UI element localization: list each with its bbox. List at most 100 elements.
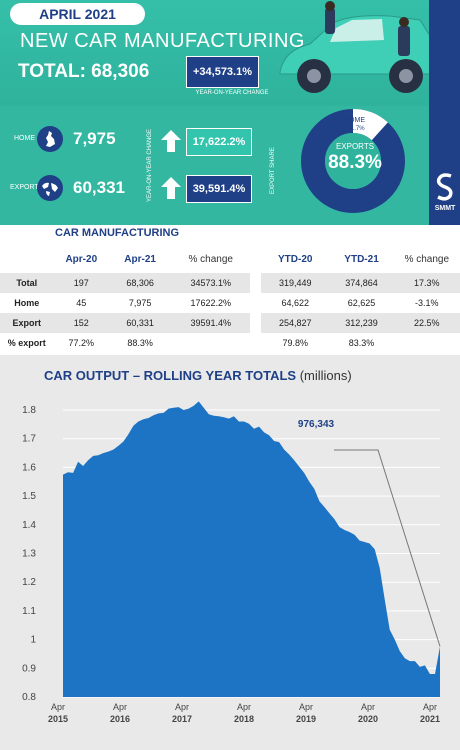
- yoy-change-box: +34,573.1%: [186, 56, 259, 88]
- globe-icon: [37, 175, 63, 201]
- donut-home-segment: [352, 109, 388, 141]
- x-tick-label: Apr 2015: [48, 702, 68, 724]
- export-value: 60,331: [73, 178, 125, 197]
- table-header-cell: % change: [404, 253, 450, 265]
- table-cell: 374,864: [329, 273, 394, 293]
- table-row: Total 197 68,306 34573.1% 319,449 374,86…: [0, 273, 460, 293]
- headline: NEW CAR MANUFACTURING: [20, 30, 305, 52]
- table-cell: 152: [53, 313, 110, 333]
- export-change-box: 39,591.4%: [186, 175, 252, 203]
- donut-exports-value: 88.3%: [328, 152, 382, 173]
- y-tick-label: 1.4: [22, 520, 36, 531]
- table-cell: % export: [7, 338, 46, 348]
- y-tick-label: 1.2: [22, 577, 36, 588]
- table-cell: [171, 333, 250, 353]
- table-cell: 60,331: [109, 313, 172, 333]
- output-area-series: [63, 401, 440, 697]
- donut-exports-label: EXPORTS: [335, 142, 375, 151]
- home-value: 7,975: [73, 129, 116, 148]
- table-cell: -3.1%: [415, 298, 439, 308]
- car-manufacturing-table: Apr-20 Apr-21 % change YTD-20 YTD-21 % c…: [0, 245, 460, 353]
- rolling-year-area-chart: 1.8 1.7 1.6 1.5 1.4 1.3 1.2 1.1 1 0.9 0.8 Apr 2015 A…: [22, 401, 441, 724]
- x-tick-label: Apr 2018: [234, 702, 254, 724]
- table-cell: 83.3%: [348, 338, 375, 348]
- y-tick-label: 1.1: [22, 606, 36, 617]
- smmt-logo-icon: [436, 173, 453, 201]
- annotation-leader-line: [334, 449, 441, 647]
- table-cell: 7,975: [128, 298, 152, 308]
- month-badge: APRIL 2021: [10, 3, 145, 25]
- table-cell: 88.3%: [127, 338, 153, 348]
- table-cell: 312,239: [329, 313, 394, 333]
- y-tick-label: 0.8: [22, 692, 36, 703]
- y-tick-label: 1.6: [22, 462, 36, 473]
- chart-unit-text: (millions): [299, 368, 352, 383]
- table-separator: [250, 245, 261, 273]
- chart-title: CAR OUTPUT – ROLLING YEAR TOTALS (millio…: [44, 368, 352, 383]
- table-header-cell: [0, 245, 53, 273]
- home-up-arrow-icon: [161, 130, 181, 152]
- table-cell: [394, 333, 460, 353]
- donut-home-label: HOME: [344, 117, 365, 124]
- table-separator: [250, 273, 261, 293]
- smmt-brand-text: SMMT: [434, 205, 456, 212]
- table-cell: 22.5%: [393, 313, 460, 333]
- table-cell: Export: [0, 313, 54, 333]
- x-tick-label: Apr 2019: [296, 702, 316, 724]
- table-cell: 254,827: [260, 313, 330, 333]
- table-cell: 34573.1%: [171, 273, 251, 293]
- y-tick-label: 1.3: [22, 549, 36, 560]
- table-cell: 319,449: [260, 273, 330, 293]
- export-up-arrow-icon: [161, 177, 181, 199]
- export-label: EXPORT: [10, 184, 39, 191]
- total-production: TOTAL: 68,306: [18, 61, 150, 82]
- donut-home-value: 11.7%: [348, 126, 365, 132]
- x-tick-label: Apr 2020: [358, 702, 378, 724]
- table-cell: Home: [14, 298, 40, 308]
- table-cell: 39591.4%: [171, 313, 251, 333]
- table-row: % export 77.2% 88.3% 79.8% 83.3%: [0, 333, 460, 353]
- y-tick-label: 0.9: [22, 663, 36, 674]
- export-share-donut: [301, 109, 405, 213]
- chart-title-text: CAR OUTPUT – ROLLING YEAR TOTALS: [44, 368, 297, 383]
- home-change-box: 17,622.2%: [186, 128, 252, 156]
- home-label: HOME: [14, 135, 35, 142]
- annotation-label: 976,343: [298, 419, 335, 430]
- table-header-cell: % change: [188, 253, 233, 265]
- y-tick-label: 1.7: [22, 434, 36, 445]
- car-mechanics-illustration: [279, 1, 430, 93]
- table-cell: 62,625: [347, 298, 376, 308]
- donut-center: [325, 133, 381, 189]
- table-row: Export 152 60,331 39591.4% 254,827 312,2…: [0, 313, 460, 333]
- yoy-change-caption: YEAR-ON-YEAR CHANGE: [195, 90, 269, 96]
- infographic-header: APRIL 2021 NEW CAR MANUFACTURING TOTAL: …: [0, 0, 460, 225]
- table-header-row: Apr-20 Apr-21 % change YTD-20 YTD-21 % c…: [0, 245, 460, 273]
- x-tick-label: Apr 2021: [420, 702, 440, 724]
- table-cell: 45: [76, 298, 87, 308]
- table-header-cell: Apr-21: [124, 253, 156, 265]
- table-header-cell: YTD-21: [344, 253, 379, 265]
- table-cell: 17622.2%: [190, 298, 231, 308]
- table-cell: 64,622: [281, 298, 309, 308]
- table-header-cell: Apr-20: [65, 253, 98, 265]
- table-cell: 197: [53, 273, 110, 293]
- y-tick-label: 1.8: [22, 405, 36, 416]
- table-header-cell: YTD-20: [277, 253, 313, 265]
- table-cell: 17.3%: [393, 273, 460, 293]
- y-tick-label: 1.5: [22, 491, 36, 502]
- table-row: Home 45 7,975 17622.2% 64,622 62,625 -3.…: [0, 293, 460, 313]
- table-separator: [250, 333, 261, 353]
- table-cell: 68,306: [109, 273, 172, 293]
- table-cell: 77.2%: [68, 338, 95, 348]
- y-tick-label: 1: [30, 635, 36, 646]
- table-cell: 79.8%: [282, 338, 308, 348]
- x-tick-label: Apr 2016: [110, 702, 130, 724]
- table-separator: [250, 293, 261, 313]
- x-tick-label: Apr 2017: [172, 702, 192, 724]
- table-separator: [250, 313, 261, 333]
- table-cell: Total: [0, 273, 54, 293]
- table-title: CAR MANUFACTURING: [55, 227, 180, 239]
- yoy-vertical-label: YEAR-ON-YEAR CHANGE: [147, 128, 153, 202]
- uk-map-icon: [37, 126, 63, 152]
- export-share-vertical-label: EXPORT SHARE: [270, 147, 276, 194]
